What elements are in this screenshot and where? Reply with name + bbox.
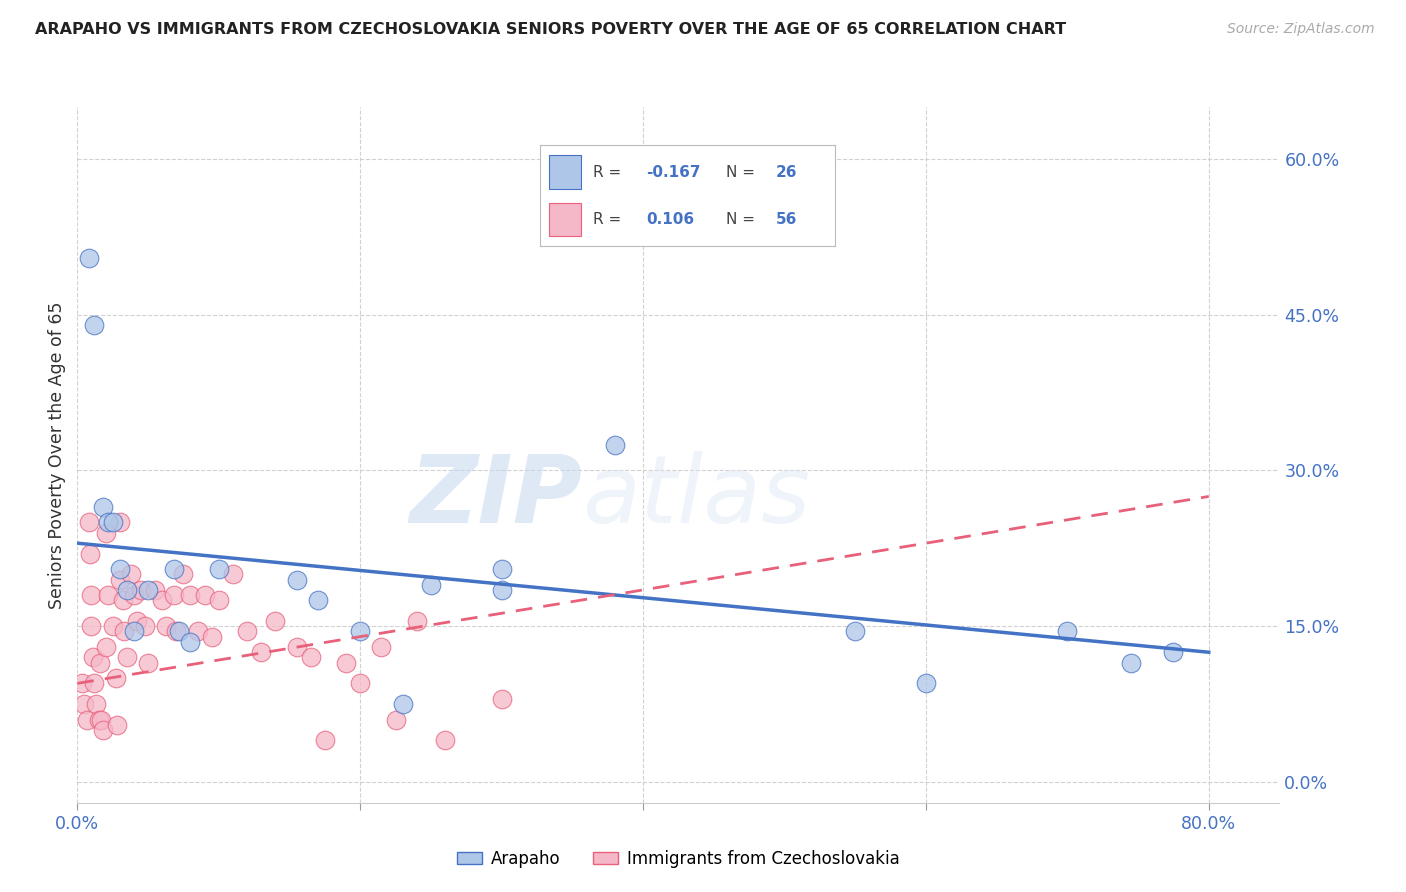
Point xyxy=(384,713,406,727)
Text: 26: 26 xyxy=(776,164,797,179)
Point xyxy=(179,588,201,602)
Point xyxy=(844,624,866,639)
Point xyxy=(108,516,131,530)
Point xyxy=(112,624,135,639)
Point xyxy=(405,614,427,628)
Point xyxy=(136,582,159,597)
Point xyxy=(129,582,152,597)
Point xyxy=(91,723,114,738)
Point xyxy=(150,593,173,607)
Text: Source: ZipAtlas.com: Source: ZipAtlas.com xyxy=(1227,22,1375,37)
Point xyxy=(108,562,131,576)
Point xyxy=(172,567,194,582)
Point xyxy=(1119,656,1142,670)
Text: -0.167: -0.167 xyxy=(647,164,700,179)
Point xyxy=(115,650,138,665)
Point xyxy=(82,650,104,665)
Point xyxy=(201,630,224,644)
Point xyxy=(307,593,329,607)
Point xyxy=(915,676,938,690)
Point xyxy=(136,656,159,670)
Point xyxy=(101,516,124,530)
Point xyxy=(122,588,145,602)
Text: R =: R = xyxy=(593,212,621,227)
Point xyxy=(87,713,110,727)
Point xyxy=(101,619,124,633)
Point xyxy=(84,697,107,711)
Point xyxy=(155,619,177,633)
Y-axis label: Seniors Poverty Over the Age of 65: Seniors Poverty Over the Age of 65 xyxy=(48,301,66,608)
Point xyxy=(80,588,103,602)
Legend: Arapaho, Immigrants from Czechoslovakia: Arapaho, Immigrants from Czechoslovakia xyxy=(450,843,907,874)
Point xyxy=(162,562,184,576)
Point xyxy=(335,656,357,670)
Point xyxy=(97,516,120,530)
Text: atlas: atlas xyxy=(582,451,810,542)
Point xyxy=(115,582,138,597)
Point xyxy=(208,562,231,576)
Point xyxy=(77,251,100,265)
Point xyxy=(80,619,103,633)
Point xyxy=(236,624,259,639)
Bar xyxy=(548,155,582,189)
Point xyxy=(250,645,273,659)
Point xyxy=(143,582,166,597)
Point xyxy=(349,676,371,690)
Point xyxy=(194,588,217,602)
Point xyxy=(77,516,100,530)
Text: N =: N = xyxy=(725,212,755,227)
Point xyxy=(603,437,626,451)
Point xyxy=(1056,624,1078,639)
Point xyxy=(83,318,105,332)
Point xyxy=(111,593,134,607)
Point xyxy=(419,578,441,592)
Point xyxy=(97,588,120,602)
Point xyxy=(165,624,187,639)
Bar xyxy=(548,202,582,236)
Point xyxy=(314,733,336,747)
Point xyxy=(108,573,131,587)
Text: 0.106: 0.106 xyxy=(647,212,695,227)
Point xyxy=(264,614,287,628)
Point xyxy=(186,624,209,639)
Point xyxy=(94,640,117,654)
Point xyxy=(370,640,392,654)
Point xyxy=(179,635,201,649)
Point xyxy=(285,573,308,587)
Point xyxy=(120,567,142,582)
Point xyxy=(73,697,96,711)
Point xyxy=(83,676,105,690)
Point xyxy=(94,525,117,540)
Point xyxy=(1163,645,1185,659)
Point xyxy=(491,582,513,597)
Text: ZIP: ZIP xyxy=(409,450,582,542)
Point xyxy=(134,619,156,633)
Point xyxy=(285,640,308,654)
Point xyxy=(491,562,513,576)
Point xyxy=(104,671,127,685)
Point xyxy=(208,593,231,607)
Point xyxy=(125,614,148,628)
Point xyxy=(349,624,371,639)
Point xyxy=(434,733,457,747)
Point xyxy=(89,656,111,670)
Point xyxy=(90,713,112,727)
Point xyxy=(167,624,190,639)
Text: ARAPAHO VS IMMIGRANTS FROM CZECHOSLOVAKIA SENIORS POVERTY OVER THE AGE OF 65 COR: ARAPAHO VS IMMIGRANTS FROM CZECHOSLOVAKI… xyxy=(35,22,1066,37)
Point xyxy=(391,697,413,711)
Point xyxy=(105,718,128,732)
Text: R =: R = xyxy=(593,164,621,179)
Text: 56: 56 xyxy=(776,212,797,227)
Point xyxy=(122,624,145,639)
Point xyxy=(222,567,245,582)
Text: N =: N = xyxy=(725,164,755,179)
Point xyxy=(70,676,93,690)
Point xyxy=(491,692,513,706)
Point xyxy=(76,713,98,727)
Point xyxy=(79,547,101,561)
Point xyxy=(91,500,114,514)
Point xyxy=(299,650,322,665)
Point xyxy=(162,588,184,602)
